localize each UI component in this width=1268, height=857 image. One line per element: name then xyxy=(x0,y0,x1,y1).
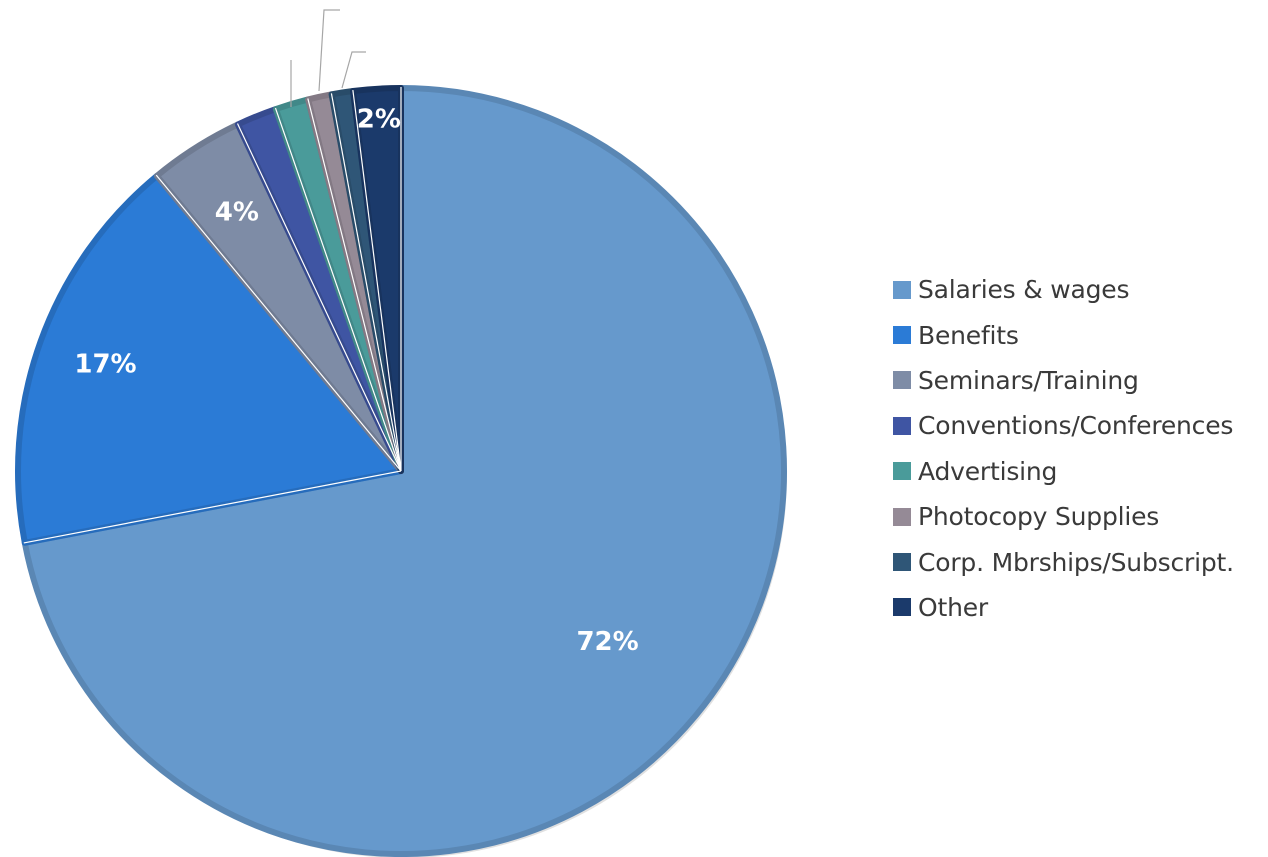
data-label: 72% xyxy=(576,627,638,657)
legend-item: Seminars/Training xyxy=(893,358,1263,403)
legend-label: Benefits xyxy=(918,320,1019,350)
data-label: 17% xyxy=(74,350,136,380)
legend-item: Corp. Mbrships/Subscript. xyxy=(893,539,1263,584)
pie-slice xyxy=(15,172,404,546)
legend-swatch xyxy=(893,462,911,481)
legend-swatch xyxy=(893,371,911,390)
legend-swatch xyxy=(893,280,911,299)
legend-label: Other xyxy=(918,592,988,622)
pie-slice xyxy=(21,85,787,857)
legend-label: Salaries & wages xyxy=(918,275,1130,305)
slice-separator xyxy=(330,93,402,472)
legend-item: Conventions/Conferences xyxy=(893,403,1263,448)
legend-item: Other xyxy=(893,585,1263,630)
legend-item: Salaries & wages xyxy=(893,267,1263,312)
slice-separator xyxy=(274,107,402,472)
chart-legend: Salaries & wages Benefits Seminars/Train… xyxy=(893,267,1263,630)
leader-line xyxy=(318,9,340,92)
legend-swatch xyxy=(893,416,911,435)
data-label: 2% xyxy=(357,104,401,134)
legend-item: Advertising xyxy=(893,449,1263,494)
legend-label: Conventions/Conferences xyxy=(918,411,1234,441)
slice-separator xyxy=(352,89,402,472)
slice-separator xyxy=(23,470,402,544)
legend-swatch xyxy=(893,553,911,572)
legend-label: Seminars/Training xyxy=(918,365,1139,395)
legend-swatch xyxy=(893,326,911,345)
legend-item: Photocopy Supplies xyxy=(893,494,1263,539)
legend-label: Corp. Mbrships/Subscript. xyxy=(918,547,1234,577)
data-label: 4% xyxy=(215,197,259,227)
legend-swatch xyxy=(893,507,911,526)
slice-separator xyxy=(155,174,402,472)
legend-swatch xyxy=(893,598,911,617)
slice-separator xyxy=(307,98,402,472)
slice-separator xyxy=(236,123,402,472)
leader-line xyxy=(341,51,366,89)
legend-item: Benefits xyxy=(893,312,1263,357)
legend-label: Photocopy Supplies xyxy=(918,502,1160,532)
legend-label: Advertising xyxy=(918,456,1058,486)
